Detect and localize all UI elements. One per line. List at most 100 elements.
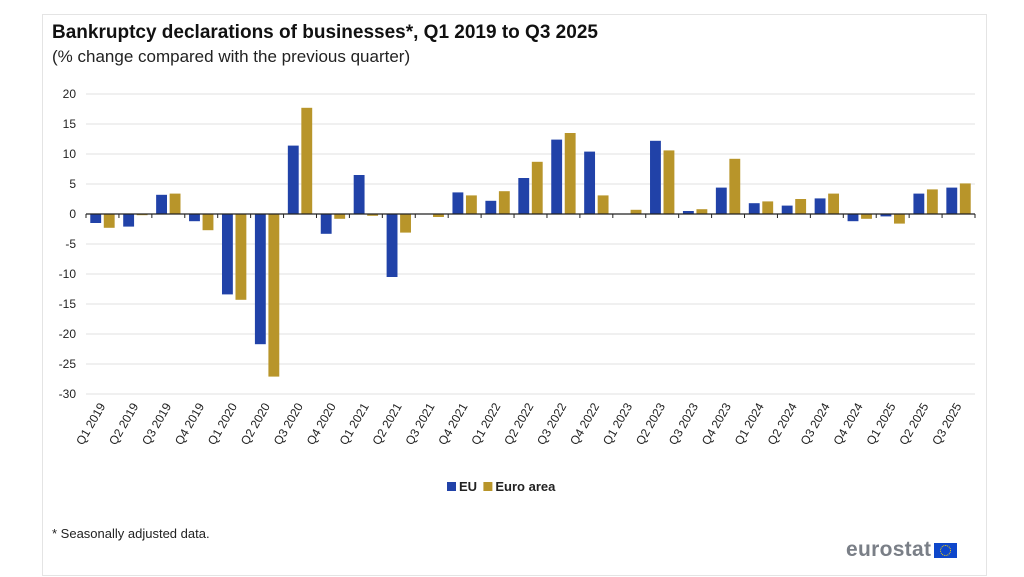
bar-eu [946, 187, 958, 214]
bar-eu [913, 193, 925, 214]
bar-euro-area [564, 133, 576, 214]
x-tick-label: Q4 2019 [172, 400, 207, 447]
eu-flag-icon [934, 542, 958, 558]
bar-eu [518, 178, 530, 214]
y-tick-label: 0 [69, 207, 76, 221]
y-tick-label: 5 [69, 177, 76, 191]
x-tick-label: Q1 2024 [732, 400, 767, 447]
bar-euro-area [696, 209, 708, 214]
x-tick-label: Q3 2025 [929, 400, 964, 447]
bar-euro-area [861, 214, 872, 219]
eurostat-logo: eurostat [846, 538, 958, 562]
x-tick-label: Q4 2022 [567, 400, 602, 447]
footnote: * Seasonally adjusted data. [52, 526, 210, 541]
bar-eu [320, 214, 332, 234]
legend-swatch [483, 482, 493, 491]
bar-eu [90, 214, 102, 223]
bar-euro-area [334, 214, 346, 219]
x-tick-label: Q2 2023 [633, 400, 668, 447]
bar-eu [287, 145, 299, 214]
logo-text: eurostat [846, 538, 932, 561]
bar-eu [715, 187, 727, 214]
bar-eu [353, 175, 365, 214]
bar-eu [847, 214, 859, 222]
bar-eu [189, 214, 200, 222]
legend-label: Euro area [495, 479, 556, 494]
x-tick-label: Q1 2019 [73, 400, 108, 447]
bar-eu [156, 194, 167, 214]
x-tick-label: Q4 2024 [831, 400, 866, 447]
bar-euro-area [894, 214, 905, 224]
x-tick-label: Q4 2020 [304, 400, 339, 447]
bar-euro-area [400, 214, 411, 233]
bar-eu [650, 140, 661, 214]
y-tick-label: -25 [59, 357, 77, 371]
bar-eu [748, 203, 760, 214]
bar-euro-area [103, 214, 115, 228]
bar-euro-area [235, 214, 247, 300]
x-tick-label: Q3 2022 [534, 400, 569, 447]
bar-euro-area [433, 214, 444, 217]
x-tick-label: Q2 2022 [501, 400, 536, 447]
legend-label: EU [459, 479, 477, 494]
bar-euro-area [268, 214, 280, 377]
bar-euro-area [202, 214, 214, 231]
y-tick-label: -10 [59, 267, 77, 281]
x-tick-label: Q3 2019 [139, 400, 174, 447]
bar-eu [781, 205, 793, 214]
bar-euro-area [367, 214, 379, 216]
bar-eu [551, 139, 563, 214]
x-tick-label: Q2 2024 [765, 400, 800, 447]
x-tick-label: Q1 2023 [600, 400, 635, 447]
bar-euro-area [663, 150, 675, 214]
bar-eu [254, 214, 266, 345]
bar-eu [584, 151, 596, 214]
bar-euro-area [795, 199, 807, 214]
bar-euro-area [597, 195, 609, 214]
x-tick-label: Q2 2020 [238, 400, 273, 447]
bar-euro-area [465, 195, 477, 214]
bar-euro-area [301, 107, 313, 214]
bar-euro-area [169, 193, 181, 214]
bar-euro-area [828, 193, 840, 214]
x-tick-label: Q1 2021 [337, 400, 372, 447]
x-tick-label: Q4 2021 [435, 400, 470, 447]
bar-eu [682, 211, 694, 214]
bar-eu [485, 200, 497, 214]
bar-euro-area [498, 191, 510, 214]
bar-euro-area [729, 158, 741, 214]
bar-euro-area [630, 209, 642, 214]
x-tick-label: Q2 2025 [896, 400, 931, 447]
y-tick-label: -5 [65, 237, 76, 251]
bar-eu [221, 214, 233, 295]
y-tick-label: 20 [63, 87, 77, 101]
x-tick-label: Q1 2025 [863, 400, 898, 447]
bar-eu [452, 192, 464, 214]
bar-euro-area [926, 189, 938, 214]
chart-title: Bankruptcy declarations of businesses*, … [52, 22, 598, 43]
y-tick-label: -30 [59, 387, 77, 401]
chart-frame [42, 14, 987, 576]
chart-subtitle: (% change compared with the previous qua… [52, 47, 411, 66]
x-tick-label: Q1 2022 [468, 400, 503, 447]
x-tick-label: Q1 2020 [205, 400, 240, 447]
bar-euro-area [136, 214, 148, 216]
y-tick-label: -15 [59, 297, 77, 311]
bar-euro-area [762, 201, 774, 214]
bar-eu [386, 214, 398, 277]
bar-eu [814, 198, 826, 214]
x-tick-label: Q3 2024 [798, 400, 833, 447]
x-tick-label: Q3 2020 [271, 400, 306, 447]
y-tick-label: 10 [63, 147, 77, 161]
x-tick-label: Q4 2023 [699, 400, 734, 447]
bar-eu [123, 214, 135, 227]
bar-eu [880, 214, 892, 217]
y-tick-label: -20 [59, 327, 77, 341]
bar-euro-area [959, 183, 971, 214]
x-tick-label: Q2 2019 [106, 400, 141, 447]
x-tick-label: Q3 2023 [666, 400, 701, 447]
legend-swatch [447, 482, 456, 491]
x-tick-label: Q3 2021 [402, 400, 437, 447]
x-tick-label: Q2 2021 [370, 400, 405, 447]
